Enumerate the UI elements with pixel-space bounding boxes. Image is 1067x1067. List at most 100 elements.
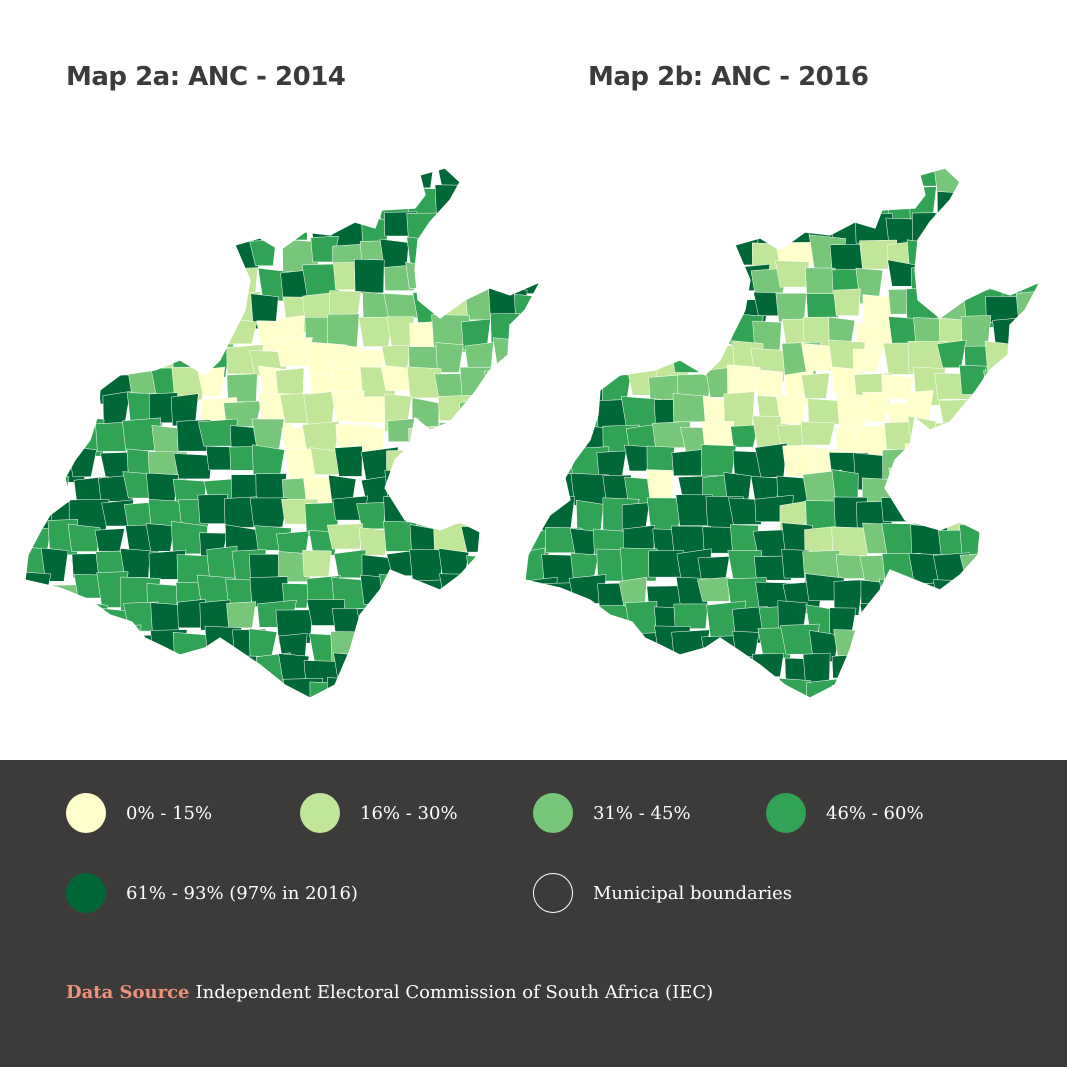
ward-area xyxy=(646,242,687,274)
ward-area xyxy=(991,547,1022,586)
ward-area xyxy=(25,476,51,509)
ward-area xyxy=(414,631,455,662)
ward-area xyxy=(597,192,626,226)
ward-area xyxy=(673,603,709,629)
ward-area xyxy=(541,346,573,384)
ward-area xyxy=(1039,579,1040,618)
legend-label-46-60: 46% - 60% xyxy=(826,802,924,824)
ward-area xyxy=(153,218,193,253)
ward-area xyxy=(176,272,210,295)
ward-area xyxy=(1037,476,1040,516)
ward-area xyxy=(833,288,861,316)
ward-area xyxy=(306,707,338,710)
ward-area xyxy=(1038,315,1040,342)
ward-area xyxy=(47,269,88,298)
ward-area xyxy=(522,705,557,710)
ward-area xyxy=(750,192,786,223)
ward-area xyxy=(671,345,705,373)
ward-area xyxy=(1016,523,1040,553)
ward-area xyxy=(69,394,99,428)
ward-area xyxy=(354,630,394,661)
ward-area xyxy=(852,348,883,373)
ward-area xyxy=(118,168,154,197)
ward-area xyxy=(677,288,705,320)
legend-item-0-15: 0% - 15% xyxy=(66,793,212,833)
ward-area xyxy=(486,578,523,612)
ward-area xyxy=(409,549,444,582)
legend-item-municipal-boundaries: Municipal boundaries xyxy=(533,873,792,913)
ward-area xyxy=(1035,600,1040,627)
municipal-boundaries xyxy=(24,167,542,699)
ward-area xyxy=(1011,583,1040,620)
ward-area xyxy=(966,244,995,280)
ward-area xyxy=(120,318,150,351)
ward-area xyxy=(381,654,417,681)
ward-area xyxy=(176,294,214,332)
ward-area xyxy=(411,397,440,431)
ward-area xyxy=(911,654,947,679)
ward-area xyxy=(1038,655,1040,689)
legend-item-61-93: 61% - 93% (97% in 2016) xyxy=(66,873,358,913)
ward-area xyxy=(68,372,100,403)
ward-area xyxy=(964,701,999,710)
legend-label-0-15: 0% - 15% xyxy=(126,802,213,824)
ward-area xyxy=(223,168,253,187)
ward-area xyxy=(964,395,996,426)
ward-area xyxy=(406,708,439,710)
ward-area xyxy=(701,421,735,448)
ward-area xyxy=(461,675,491,698)
ward-area xyxy=(827,168,861,200)
ward-area xyxy=(354,259,385,294)
ward-area xyxy=(593,168,627,195)
ward-area xyxy=(1017,395,1040,427)
ward-area xyxy=(956,633,985,660)
ward-area xyxy=(567,605,595,635)
ward-area xyxy=(307,185,348,224)
ward-area xyxy=(525,342,558,378)
ward-area xyxy=(958,676,989,698)
ward-area xyxy=(987,498,1026,528)
ward-area xyxy=(1013,422,1040,446)
ward-area xyxy=(179,677,207,698)
ward-area xyxy=(938,399,977,433)
ward-area xyxy=(988,472,1020,498)
ward-area xyxy=(571,235,612,263)
ward-area xyxy=(807,398,843,425)
data-source: Data Source Independent Electoral Commiss… xyxy=(66,982,713,1003)
ward-area xyxy=(828,185,860,214)
ward-area xyxy=(904,443,939,470)
ward-area xyxy=(651,656,681,693)
legend-swatch-municipal-boundaries xyxy=(533,873,573,913)
ward-area xyxy=(727,364,761,396)
map-2a-title: Map 2a: ANC - 2014 xyxy=(66,62,346,92)
ward-area xyxy=(483,474,519,509)
ward-area xyxy=(672,237,701,274)
ward-area xyxy=(597,681,627,698)
ward-area xyxy=(525,468,554,501)
ward-area xyxy=(435,342,464,373)
ward-area xyxy=(705,656,733,686)
ward-area xyxy=(459,366,500,399)
ward-area xyxy=(491,524,521,558)
ward-area xyxy=(94,528,125,552)
ward-area xyxy=(543,294,575,332)
ward-area xyxy=(75,660,102,687)
ward-area xyxy=(202,661,235,685)
ward-area xyxy=(879,578,915,612)
ward-area xyxy=(251,189,285,214)
ward-area xyxy=(73,267,108,296)
ward-area xyxy=(569,623,608,654)
ward-area xyxy=(72,184,102,213)
ward-area xyxy=(939,681,972,698)
ward-area xyxy=(151,320,179,358)
ward-area xyxy=(782,444,815,477)
ward-area xyxy=(860,681,890,698)
ward-area xyxy=(180,214,212,244)
ward-area xyxy=(150,602,181,635)
ward-area xyxy=(282,168,316,194)
ward-area xyxy=(173,453,212,480)
ward-area xyxy=(678,268,707,302)
ward-area xyxy=(463,218,501,254)
ward-area xyxy=(982,186,1023,222)
ward-area xyxy=(961,421,997,457)
